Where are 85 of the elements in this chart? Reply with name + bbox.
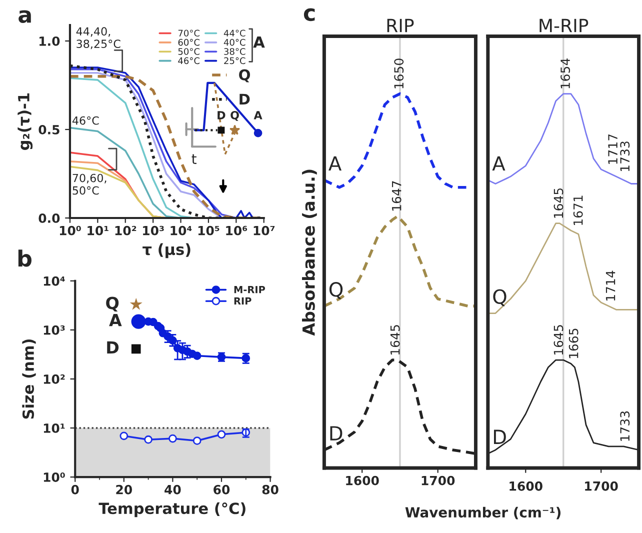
annotation: A [254,111,262,120]
x-tick-label: 40 [164,484,181,494]
annotation: D [218,111,226,120]
annotation: 1654 [560,58,570,88]
legend-label: M-RIP [234,286,266,294]
x-axis-title: Wavenumber (cm⁻¹) [405,506,560,520]
point [144,435,152,444]
annotation: Q [230,110,239,121]
annotation: t [192,154,196,164]
point [131,344,141,354]
point [130,298,142,310]
x-tick-label: 1700 [422,476,455,486]
x-tick-label: 1600 [346,476,379,486]
annotation: A [253,36,265,48]
y-tick-label: 10² [44,374,65,384]
annotation: 1733 [620,142,630,172]
annotation: 1645 [554,325,564,354]
chart-title: RIP [387,18,414,32]
legend-label: 38°C [224,48,246,55]
x-tick-label: 10⁰ [60,226,81,236]
annotation: 1733 [620,411,630,441]
x-tick-label: 1600 [510,481,542,491]
x-tick-label: 10³ [143,226,164,236]
annotation: 1645 [554,188,564,218]
legend-label: 50°C [178,48,200,55]
text: b [18,250,32,267]
x-tick-label: 10⁵ [198,226,220,236]
y-tick-label: 0.5 [38,124,60,134]
x-tick-label: 10¹ [88,226,108,236]
y-tick-label: 10³ [44,325,65,335]
text: c [304,8,315,22]
series-label: A [109,314,122,326]
legend-label: D [240,94,250,104]
y-tick-label: 10¹ [44,423,65,433]
legend-label: 44°C [224,30,246,37]
legend-label: RIP [234,297,252,304]
x-axis-title: τ (µs) [142,243,190,258]
annotation: 1714 [606,270,616,301]
point [192,436,202,445]
annotation: 46°C [72,116,99,125]
y-axis-title: Absorbance (a.u.) [302,170,317,336]
x-tick-label: 60 [214,484,230,494]
series-label: D [330,426,342,440]
annotation: 1665 [568,328,578,358]
series-label: D [494,430,506,444]
series-label: Q [106,296,119,312]
point [217,430,226,439]
x-tick-label: 10⁴ [170,226,192,236]
x-tick-label: 80 [262,484,278,494]
series-label: A [492,156,506,171]
y-axis-title: Size (nm) [22,339,36,419]
series-label: D [107,341,119,354]
y-tick-label: 1.0 [40,36,60,46]
y-axis-title: g₂(τ)-1 [18,93,33,150]
x-axis-title: Temperature (°C) [98,502,246,518]
chart-title: M-RIP [540,18,588,32]
legend-label: 70°C [178,30,200,37]
y-tick-label: 10⁴ [44,276,65,286]
annotation: 1671 [573,196,583,225]
series-label: A [328,156,342,171]
annotation: 70,60, 50°C [72,174,106,195]
series-label: Q [329,282,343,299]
annotation: 1717 [608,134,618,164]
legend-label: 40°C [224,38,246,46]
legend-label: Q [239,69,250,82]
y-tick-label: 0.0 [38,213,60,223]
legend-label: 46°C [178,57,200,64]
point [192,352,202,360]
x-tick-label: 0 [71,484,79,494]
series-label: Q [493,289,506,306]
x-tick-label: 10⁶ [226,226,248,236]
annotation: 1647 [392,181,402,211]
legend-label: 25°C [224,57,246,64]
annotation: 1645 [390,325,400,354]
x-tick-label: 10⁷ [254,226,275,236]
text: a [18,10,31,23]
x-tick-label: 1700 [585,481,618,491]
x-tick-label: 20 [116,484,132,494]
annotation: 1650 [394,58,404,88]
annotation: 44,40, 38,25°C [76,27,120,50]
point [120,432,128,440]
point [131,314,146,329]
x-tick-label: 10² [115,226,136,236]
point [168,434,177,443]
legend-label: 60°C [178,38,200,46]
